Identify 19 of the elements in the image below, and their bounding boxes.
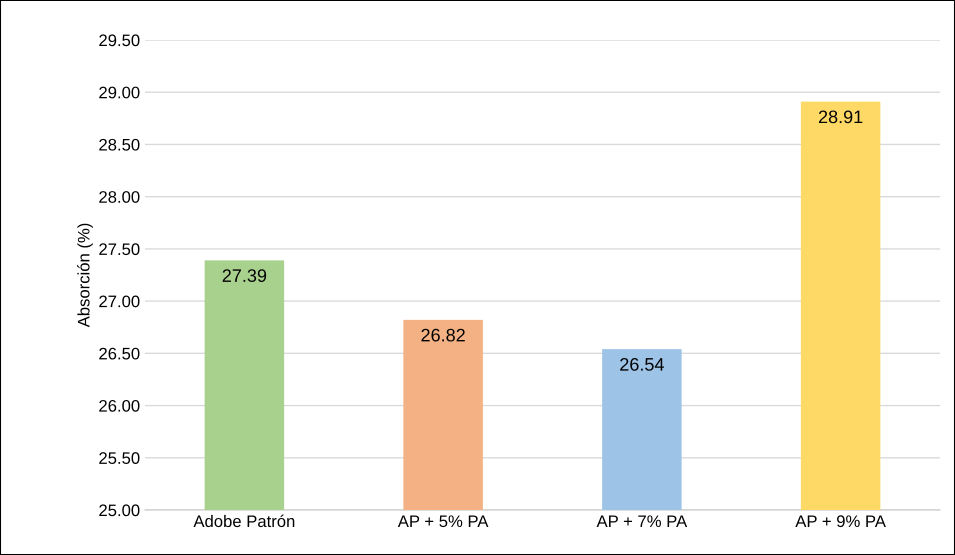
y-tick-label: 28.00 [99,191,140,203]
data-label: 27.39 [222,269,266,282]
data-label: 26.82 [421,328,465,342]
data-label: 28.91 [818,110,862,124]
y-tick-label: 29.50 [99,34,140,46]
y-tick-label: 26.00 [99,400,140,412]
y-tick-label: 26.50 [99,348,140,360]
y-tick-label: 25.00 [99,504,140,516]
data-label: 26.54 [620,358,664,371]
y-tick-label: 25.50 [99,452,140,464]
x-tick-label: AP + 9% PA [795,515,886,528]
y-tick-label: 27.00 [99,296,140,308]
x-tick-label: AP + 7% PA [596,515,688,528]
y-tick-label: 29.00 [99,86,140,98]
x-tick-label: AP + 5% PA [398,515,488,528]
x-tick-label: Adobe Patrón [193,514,294,528]
y-tick-label: 27.50 [99,243,140,256]
y-tick-label: 28.50 [99,138,140,151]
y-axis-title: Absorción (%) [77,224,93,328]
